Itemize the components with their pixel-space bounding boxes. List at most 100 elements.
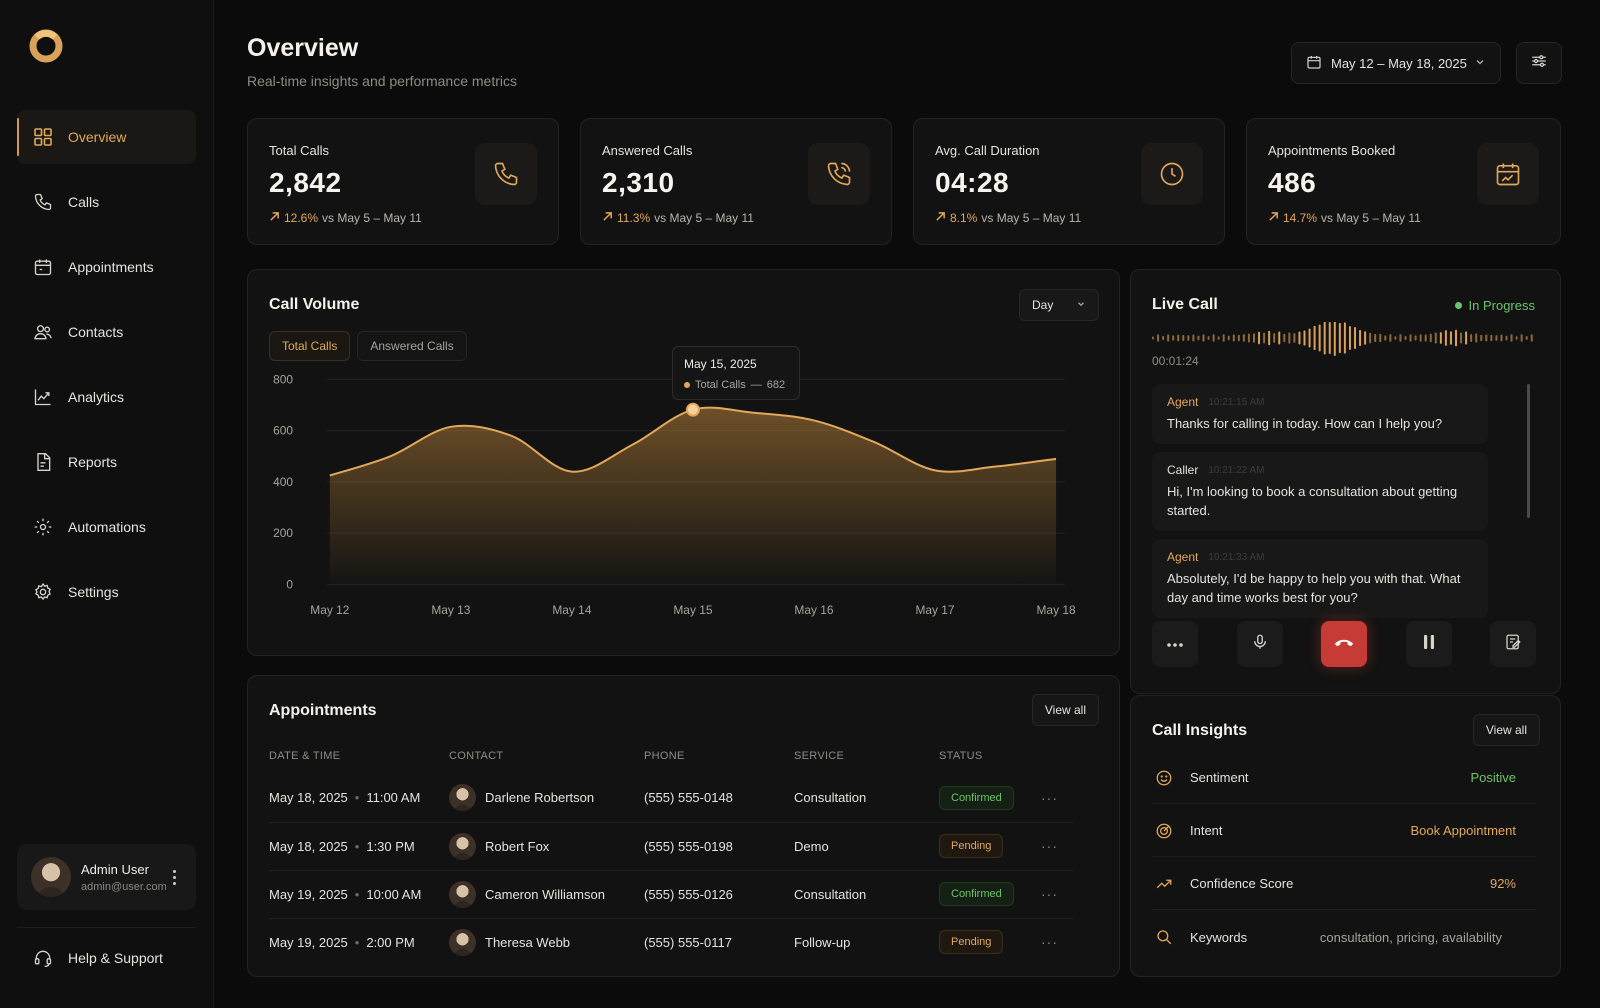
- chevron-down-icon: [1474, 56, 1486, 71]
- main-content: Overview Real-time insights and performa…: [214, 0, 1600, 1008]
- more-horizontal-icon: [1166, 635, 1184, 653]
- table-header: DATE & TIME CONTACT PHONE SERVICE STATUS: [269, 738, 1073, 774]
- settings-gear-icon: [33, 582, 53, 602]
- contact-cell: Darlene Robertson: [449, 774, 644, 823]
- message-text: Hi, I'm looking to book a consultation a…: [1167, 484, 1458, 518]
- col-date-time: DATE & TIME: [269, 750, 341, 762]
- sidebar-item-analytics[interactable]: Analytics: [17, 370, 196, 424]
- series-area-total-calls: [329, 407, 1057, 585]
- more-horizontal-icon[interactable]: ···: [1041, 789, 1058, 806]
- sidebar-item-calls[interactable]: Calls: [17, 175, 196, 229]
- user-email: admin@user.com: [81, 880, 167, 893]
- series-dot: [684, 382, 690, 388]
- sidebar-item-label: Contacts: [68, 324, 124, 340]
- waveform-bar: [1278, 331, 1281, 345]
- waveform-bar: [1177, 334, 1180, 342]
- more-options-button[interactable]: [1152, 621, 1198, 667]
- insight-value: Positive: [1470, 770, 1516, 785]
- tooltip-value: 682: [766, 379, 786, 391]
- date: May 19, 2025: [269, 934, 348, 950]
- user-card[interactable]: Admin User admin@user.com: [17, 844, 196, 910]
- stat-card-appointments: Appointments Booked 486 14.7% vs May 5 –…: [1246, 118, 1561, 245]
- waveform-bar: [1343, 322, 1346, 354]
- filter-settings-button[interactable]: [1516, 42, 1562, 84]
- insight-value: Book Appointment: [1410, 823, 1516, 838]
- more-vertical-icon[interactable]: [167, 867, 182, 887]
- waveform-bar: [1333, 322, 1336, 356]
- help-label: Help & Support: [68, 950, 163, 966]
- y-tick-label: 800: [273, 372, 293, 386]
- service-cell: Consultation: [794, 774, 939, 823]
- transcript-scrollbar[interactable]: [1527, 384, 1530, 518]
- sidebar-item-appointments[interactable]: Appointments: [17, 240, 196, 294]
- phone-cell: (555) 555-0148: [644, 774, 794, 823]
- brand-logo-icon[interactable]: [28, 28, 64, 64]
- mute-button[interactable]: [1236, 621, 1283, 667]
- phone-icon: [475, 143, 537, 205]
- table-row[interactable]: May 18, 2025 • 11:00 AM Darlene Robertson …: [269, 774, 1073, 823]
- date: May 18, 2025: [269, 838, 348, 854]
- waveform-bar: [1434, 332, 1437, 344]
- sidebar-item-settings[interactable]: Settings: [17, 565, 196, 619]
- waveform-bar: [1500, 334, 1503, 342]
- notes-button[interactable]: [1490, 621, 1536, 667]
- message-text: Thanks for calling in today. How can I h…: [1167, 416, 1443, 431]
- more-horizontal-icon[interactable]: ···: [1041, 838, 1058, 854]
- waveform-bar: [1369, 332, 1372, 344]
- toggle-answered-calls[interactable]: Answered Calls: [357, 331, 467, 361]
- stat-label: Appointments Booked: [1268, 143, 1396, 158]
- end-call-button[interactable]: [1321, 621, 1367, 667]
- live-call-title: Live Call: [1152, 296, 1218, 313]
- sidebar-item-label: Settings: [68, 584, 119, 600]
- help-support-link[interactable]: Help & Support: [33, 948, 163, 968]
- sidebar-item-label: Reports: [68, 454, 118, 470]
- sidebar-item-overview[interactable]: Overview: [17, 110, 196, 164]
- appointments-view-all-button[interactable]: View all: [1031, 694, 1099, 726]
- waveform-bar: [1192, 334, 1195, 342]
- insight-label: Confidence Score: [1190, 876, 1294, 891]
- insights-view-all-button[interactable]: View all: [1472, 714, 1540, 746]
- waveform-bar: [1288, 332, 1291, 344]
- more-horizontal-icon[interactable]: ···: [1041, 934, 1058, 951]
- sidebar-item-automations[interactable]: Automations: [17, 500, 196, 554]
- contact-cell: Theresa Webb: [449, 918, 644, 966]
- highlight-point[interactable]: [685, 402, 700, 417]
- table-row[interactable]: May 19, 2025 • 10:00 AM Cameron Williamson…: [269, 870, 1073, 919]
- user-name: Admin User: [81, 861, 149, 877]
- date-range-picker[interactable]: May 12 – May 18, 2025: [1291, 42, 1501, 84]
- table-row[interactable]: May 19, 2025 • 2:00 PM Theresa Webb (555) …: [269, 918, 1073, 966]
- period-select[interactable]: Day: [1019, 289, 1099, 321]
- user-info: Admin User admin@user.com: [81, 862, 167, 893]
- waveform-bar: [1404, 336, 1407, 340]
- waveform-bar: [1308, 328, 1311, 348]
- status-cell: Confirmed: [939, 870, 1041, 919]
- call-volume-title: Call Volume: [269, 296, 360, 313]
- transcript-message: Caller 10:21:22 AM Hi, I'm looking to bo…: [1152, 452, 1488, 531]
- phone-icon: [33, 192, 53, 212]
- smile-icon: [1152, 769, 1176, 787]
- service-cell: Consultation: [794, 870, 939, 919]
- live-call-card: Live Call In Progress 00:01:24 Agent 10:…: [1130, 269, 1561, 694]
- speaker-agent: Agent: [1167, 395, 1199, 409]
- phone-ringing-icon: [808, 143, 870, 205]
- sidebar-item-label: Analytics: [68, 389, 125, 405]
- sidebar-item-contacts[interactable]: Contacts: [17, 305, 196, 359]
- sidebar: Overview Calls Appointments Contacts: [0, 0, 214, 1008]
- tooltip-row: Total Calls — 682: [684, 379, 788, 391]
- toggle-total-calls[interactable]: Total Calls: [269, 331, 351, 361]
- avatar: [31, 857, 71, 897]
- hold-button[interactable]: [1405, 621, 1452, 667]
- status-cell: Pending: [939, 822, 1041, 871]
- more-horizontal-icon[interactable]: ···: [1041, 886, 1058, 902]
- x-tick-label: May 15: [673, 603, 712, 617]
- audio-waveform: [1152, 322, 1533, 356]
- table-row[interactable]: May 18, 2025 • 1:30 PM Robert Fox (555) 55…: [269, 822, 1073, 871]
- waveform-bar: [1505, 335, 1508, 341]
- waveform-bar: [1313, 325, 1316, 351]
- sidebar-item-reports[interactable]: Reports: [17, 435, 196, 489]
- avatar: [449, 832, 476, 860]
- series-toggle: Total Calls Answered Calls: [269, 331, 467, 361]
- service-cell: Demo: [794, 822, 939, 871]
- call-insights-title: Call Insights: [1152, 722, 1248, 739]
